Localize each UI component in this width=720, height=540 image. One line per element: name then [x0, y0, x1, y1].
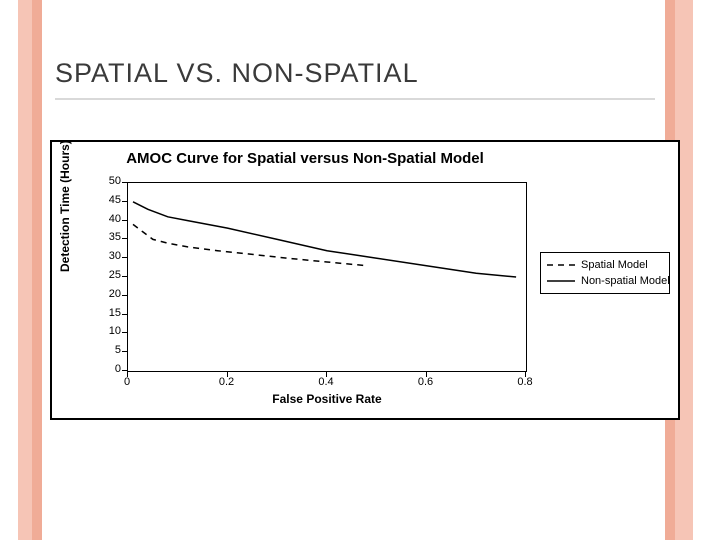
y-tick-mark — [122, 295, 127, 296]
y-tick-label: 0 — [93, 363, 121, 375]
chart-svg — [128, 183, 526, 371]
legend-swatch-icon — [547, 275, 575, 287]
y-tick-mark — [122, 182, 127, 183]
plot-area — [127, 182, 527, 372]
y-tick-mark — [122, 257, 127, 258]
decor-stripe — [18, 0, 32, 540]
y-tick-label: 25 — [93, 269, 121, 281]
y-tick-label: 35 — [93, 231, 121, 243]
page-title: SPATIAL VS. NON-SPATIAL — [55, 58, 419, 89]
y-tick-mark — [122, 314, 127, 315]
y-axis-label: Detection Time (Hours) — [58, 140, 72, 272]
y-tick-label: 50 — [93, 175, 121, 187]
legend: Spatial Model Non-spatial Model — [540, 252, 670, 294]
x-tick-label: 0.2 — [207, 376, 247, 388]
legend-item: Non-spatial Model — [547, 273, 663, 289]
y-tick-mark — [122, 201, 127, 202]
decor-stripe — [32, 0, 42, 540]
x-tick-mark — [525, 372, 526, 377]
x-tick-label: 0.8 — [505, 376, 545, 388]
y-tick-mark — [122, 220, 127, 221]
y-tick-label: 30 — [93, 250, 121, 262]
y-tick-label: 10 — [93, 325, 121, 337]
slide: SPATIAL VS. NON-SPATIAL AMOC Curve for S… — [0, 0, 720, 540]
x-tick-label: 0.4 — [306, 376, 346, 388]
y-tick-label: 20 — [93, 288, 121, 300]
x-tick-mark — [426, 372, 427, 377]
y-tick-mark — [122, 332, 127, 333]
x-tick-mark — [127, 372, 128, 377]
legend-swatch-icon — [547, 259, 575, 271]
y-tick-label: 40 — [93, 213, 121, 225]
y-tick-mark — [122, 370, 127, 371]
x-axis-label: False Positive Rate — [127, 392, 527, 406]
legend-label: Spatial Model — [581, 259, 663, 271]
x-tick-label: 0.6 — [406, 376, 446, 388]
y-tick-label: 5 — [93, 344, 121, 356]
y-tick-mark — [122, 351, 127, 352]
y-tick-mark — [122, 276, 127, 277]
x-tick-label: 0 — [107, 376, 147, 388]
y-tick-label: 15 — [93, 307, 121, 319]
y-tick-label: 45 — [93, 194, 121, 206]
y-tick-mark — [122, 238, 127, 239]
title-underline — [55, 98, 655, 100]
chart-container: AMOC Curve for Spatial versus Non-Spatia… — [50, 140, 680, 420]
legend-label: Non-spatial Model — [581, 275, 670, 287]
chart-title: AMOC Curve for Spatial versus Non-Spatia… — [52, 150, 558, 167]
legend-item: Spatial Model — [547, 257, 663, 273]
x-tick-mark — [227, 372, 228, 377]
x-tick-mark — [326, 372, 327, 377]
